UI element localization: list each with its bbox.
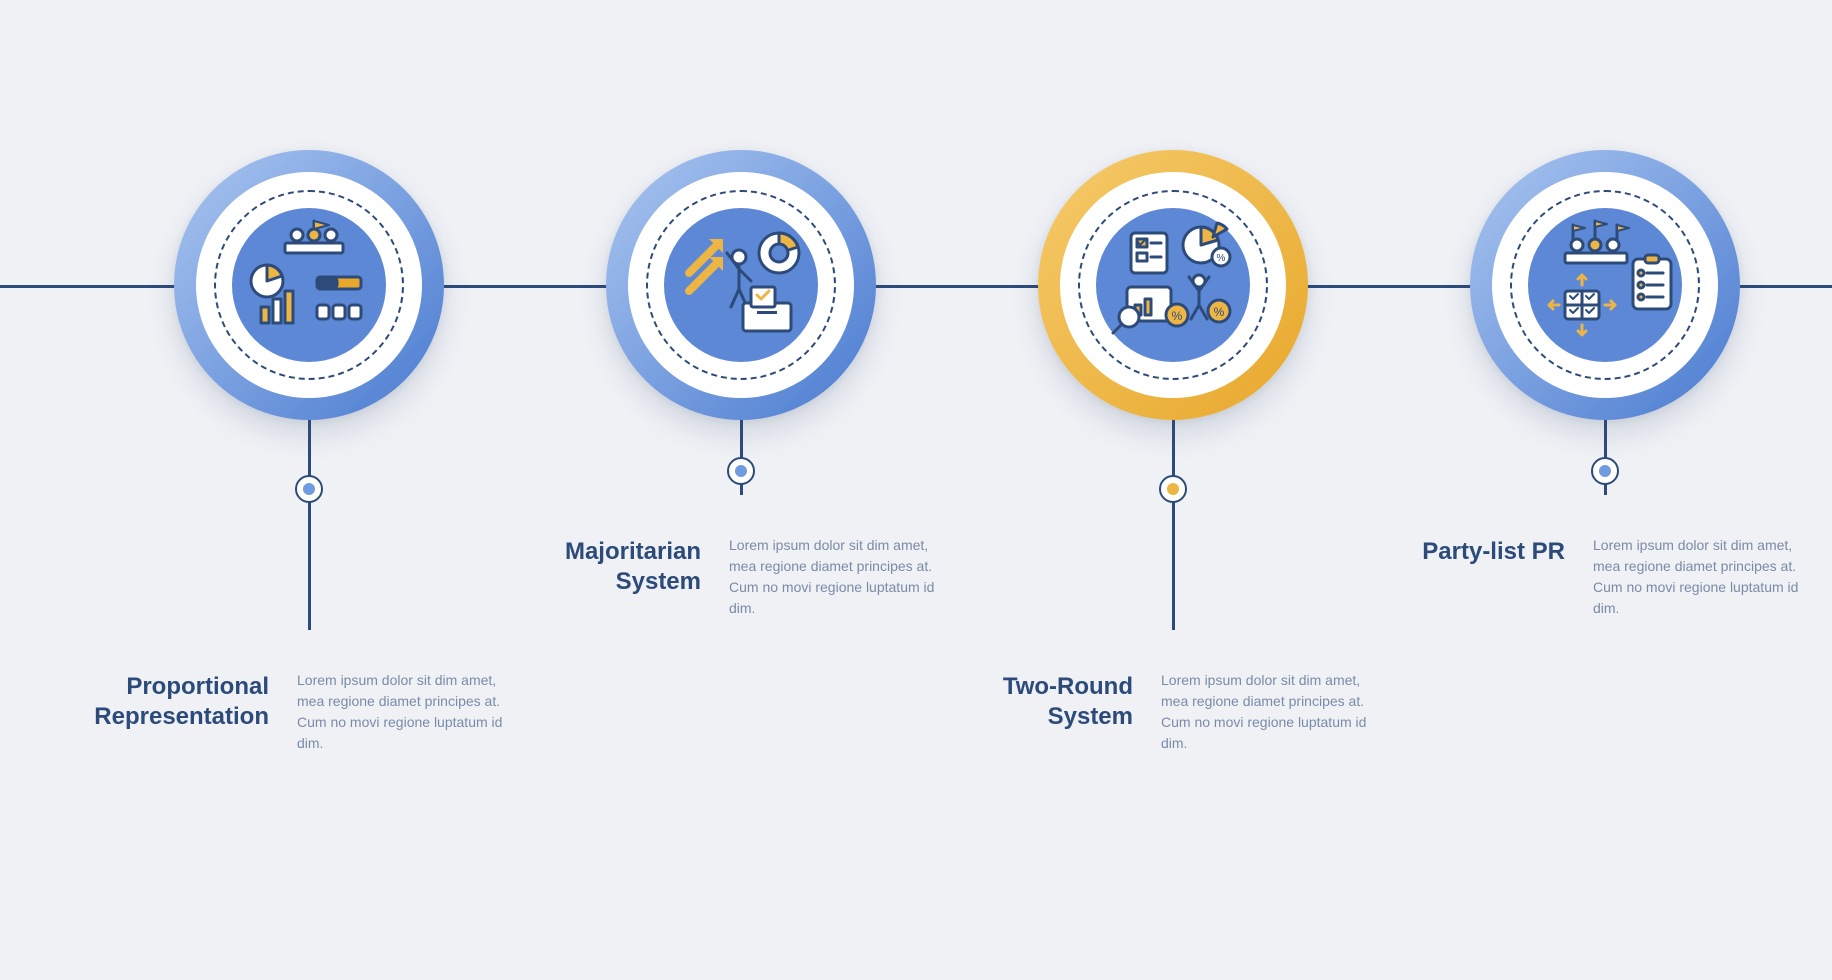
dot-inner [303,483,315,495]
connector [1172,420,1175,630]
node-tworound: % % % Two-Round System Lorem ipsum dolor… [1038,150,1308,420]
node-title: Proportional Representation [94,670,269,754]
node-title: Majoritarian System [526,535,701,619]
medallion: % % % [1038,150,1308,420]
node-desc: Lorem ipsum dolor sit dim amet, mea regi… [1593,535,1810,619]
proportional-rep-icon [214,190,404,380]
dot-inner [735,465,747,477]
timeline-seg-4 [1738,285,1832,288]
text-block: Proportional Representation Lorem ipsum … [94,670,514,754]
timeline-seg-3 [1306,285,1471,288]
svg-text:%: % [1217,253,1226,264]
timeline-dot [727,457,755,485]
text-block: Majoritarian System Lorem ipsum dolor si… [526,535,946,619]
party-list-icon [1510,190,1700,380]
majoritarian-icon [646,190,836,380]
text-block: Two-Round System Lorem ipsum dolor sit d… [958,670,1378,754]
timeline-seg-2 [874,285,1039,288]
medallion [606,150,876,420]
timeline-dot [1159,475,1187,503]
medallion [174,150,444,420]
node-title: Two-Round System [958,670,1133,754]
medallion [1470,150,1740,420]
dot-inner [1599,465,1611,477]
timeline-dot [295,475,323,503]
text-block: Party-list PR Lorem ipsum dolor sit dim … [1390,535,1810,619]
timeline-dot [1591,457,1619,485]
timeline-seg-1 [442,285,607,288]
svg-text:%: % [1172,309,1183,323]
two-round-icon: % % % [1078,190,1268,380]
dot-inner [1167,483,1179,495]
node-desc: Lorem ipsum dolor sit dim amet, mea regi… [1161,670,1378,754]
connector [308,420,311,630]
node-partylist: Party-list PR Lorem ipsum dolor sit dim … [1470,150,1740,420]
node-majoritarian: Majoritarian System Lorem ipsum dolor si… [606,150,876,420]
node-desc: Lorem ipsum dolor sit dim amet, mea regi… [297,670,514,754]
node-desc: Lorem ipsum dolor sit dim amet, mea regi… [729,535,946,619]
timeline-seg-0 [0,285,175,288]
svg-text:%: % [1214,305,1225,319]
node-proportional: Proportional Representation Lorem ipsum … [174,150,444,420]
node-title: Party-list PR [1390,535,1565,619]
